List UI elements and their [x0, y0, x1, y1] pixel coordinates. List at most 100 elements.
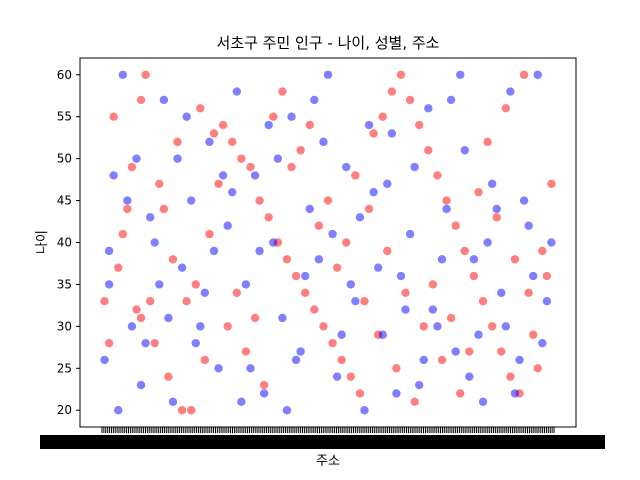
data-point	[264, 213, 273, 222]
data-point	[355, 389, 365, 398]
data-point	[387, 87, 397, 96]
data-point	[410, 162, 419, 172]
data-point	[332, 372, 342, 381]
data-point	[337, 355, 346, 365]
data-point	[241, 347, 251, 356]
x-axis	[40, 427, 605, 449]
y-axis: 20 25 30 35 40 45 50 55 60	[57, 68, 80, 417]
data-point	[519, 70, 529, 79]
data-point	[132, 154, 141, 163]
data-point	[433, 171, 442, 180]
data-point	[145, 213, 155, 222]
data-point	[237, 397, 246, 407]
data-point	[364, 120, 374, 130]
data-point	[155, 280, 164, 289]
data-point	[369, 129, 378, 138]
data-point	[177, 263, 187, 272]
data-point	[396, 271, 406, 281]
data-point	[214, 364, 223, 373]
data-point	[364, 204, 374, 214]
data-point	[319, 137, 328, 147]
data-point	[173, 137, 182, 147]
data-points	[100, 70, 556, 415]
data-point	[323, 196, 333, 205]
data-point	[487, 179, 497, 188]
data-point	[173, 154, 182, 163]
data-point	[428, 280, 438, 289]
data-point	[269, 112, 278, 121]
data-point	[351, 171, 360, 180]
data-point	[442, 204, 451, 214]
data-point	[383, 179, 392, 188]
data-point	[369, 187, 378, 197]
data-point	[510, 389, 520, 398]
data-point	[264, 120, 273, 130]
data-point	[278, 87, 287, 96]
data-point	[127, 162, 137, 172]
y-tick-label: 60	[57, 68, 72, 82]
data-point	[428, 305, 438, 314]
data-point	[205, 229, 214, 239]
data-point	[483, 137, 492, 147]
data-point	[164, 372, 173, 381]
data-point	[123, 196, 132, 205]
data-point	[214, 179, 223, 188]
data-point	[228, 187, 237, 197]
data-point	[529, 271, 538, 281]
data-point	[328, 338, 337, 348]
data-point	[529, 330, 538, 339]
data-point	[346, 372, 355, 381]
data-point	[168, 255, 178, 264]
data-point	[209, 129, 219, 138]
data-point	[136, 380, 146, 390]
data-point	[104, 280, 114, 289]
data-point	[200, 355, 210, 365]
data-point	[419, 322, 428, 331]
data-point	[524, 221, 533, 230]
data-point	[287, 162, 296, 172]
data-point	[405, 95, 415, 105]
data-point	[478, 397, 488, 407]
data-point	[451, 347, 460, 356]
data-point	[469, 271, 479, 281]
data-point	[465, 347, 474, 356]
data-point	[114, 263, 123, 272]
data-point	[424, 146, 433, 155]
data-point	[542, 297, 552, 306]
data-point	[246, 364, 255, 373]
x-tick-label-band	[40, 435, 605, 449]
data-point	[510, 255, 520, 264]
data-point	[100, 355, 109, 365]
data-point	[182, 297, 191, 306]
data-point	[291, 271, 301, 281]
data-point	[196, 322, 205, 331]
data-point	[104, 338, 114, 348]
data-point	[405, 229, 415, 239]
data-point	[332, 263, 342, 272]
data-point	[150, 238, 159, 247]
data-point	[538, 338, 547, 348]
data-point	[278, 313, 287, 323]
data-point	[287, 112, 296, 121]
data-point	[114, 406, 123, 415]
y-tick-label: 30	[57, 319, 72, 333]
data-point	[437, 355, 447, 365]
data-point	[145, 297, 155, 306]
data-point	[378, 112, 387, 121]
data-point	[487, 322, 497, 331]
data-point	[497, 288, 506, 298]
data-point	[109, 112, 118, 121]
data-point	[310, 305, 319, 314]
x-axis-label: 주소	[316, 454, 340, 469]
data-point	[360, 406, 369, 415]
y-axis-label: 나이	[35, 230, 50, 254]
data-point	[360, 297, 369, 306]
data-point	[410, 397, 419, 407]
data-point	[301, 288, 310, 298]
data-point	[533, 364, 542, 373]
data-point	[255, 246, 264, 256]
data-point	[196, 104, 205, 113]
data-point	[218, 120, 228, 130]
data-point	[250, 171, 260, 180]
